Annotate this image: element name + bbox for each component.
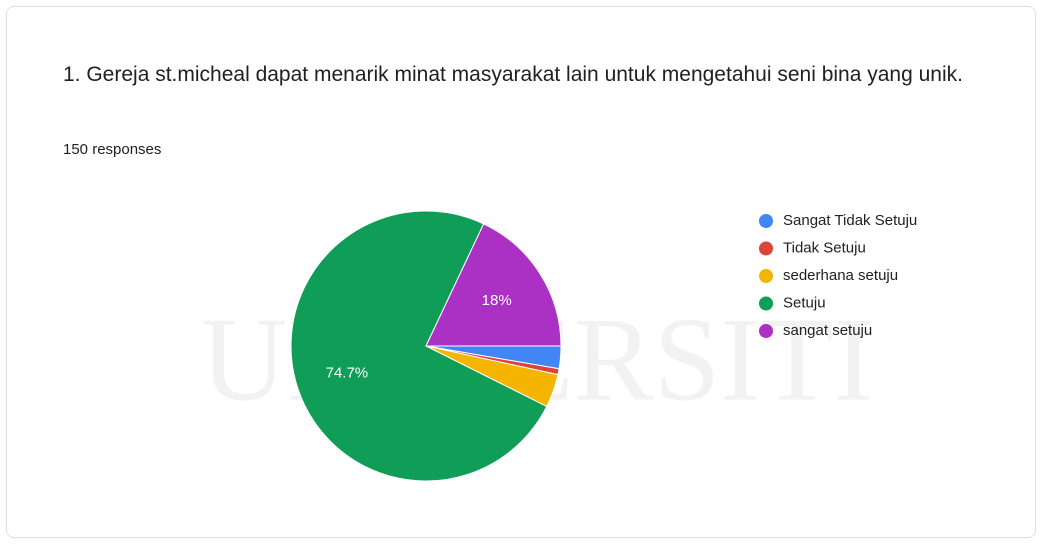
legend-label: sederhana setuju xyxy=(783,267,898,284)
data-label: 74.7% xyxy=(326,364,369,381)
legend-swatch xyxy=(759,241,773,256)
legend-label: sangat setuju xyxy=(783,322,872,339)
card: UNIVERSITI 74.7%18%Sangat Tidak SetujuTi… xyxy=(6,6,1036,538)
pie-slice xyxy=(290,210,548,482)
response-count: 150 responses xyxy=(63,141,162,158)
pie-slice xyxy=(425,223,562,347)
legend-label: Sangat Tidak Setuju xyxy=(783,212,917,229)
chart-title: 1. Gereja st.micheal dapat menarik minat… xyxy=(63,63,963,86)
legend-label: Tidak Setuju xyxy=(783,239,866,256)
data-label: 18% xyxy=(482,292,512,309)
legend-swatch xyxy=(759,324,773,338)
legend-label: Setuju xyxy=(783,294,826,311)
legend-swatch xyxy=(759,214,773,228)
legend-swatch xyxy=(759,269,773,283)
chart: UNIVERSITI 74.7%18%Sangat Tidak SetujuTi… xyxy=(200,210,917,482)
legend-swatch xyxy=(759,296,773,311)
